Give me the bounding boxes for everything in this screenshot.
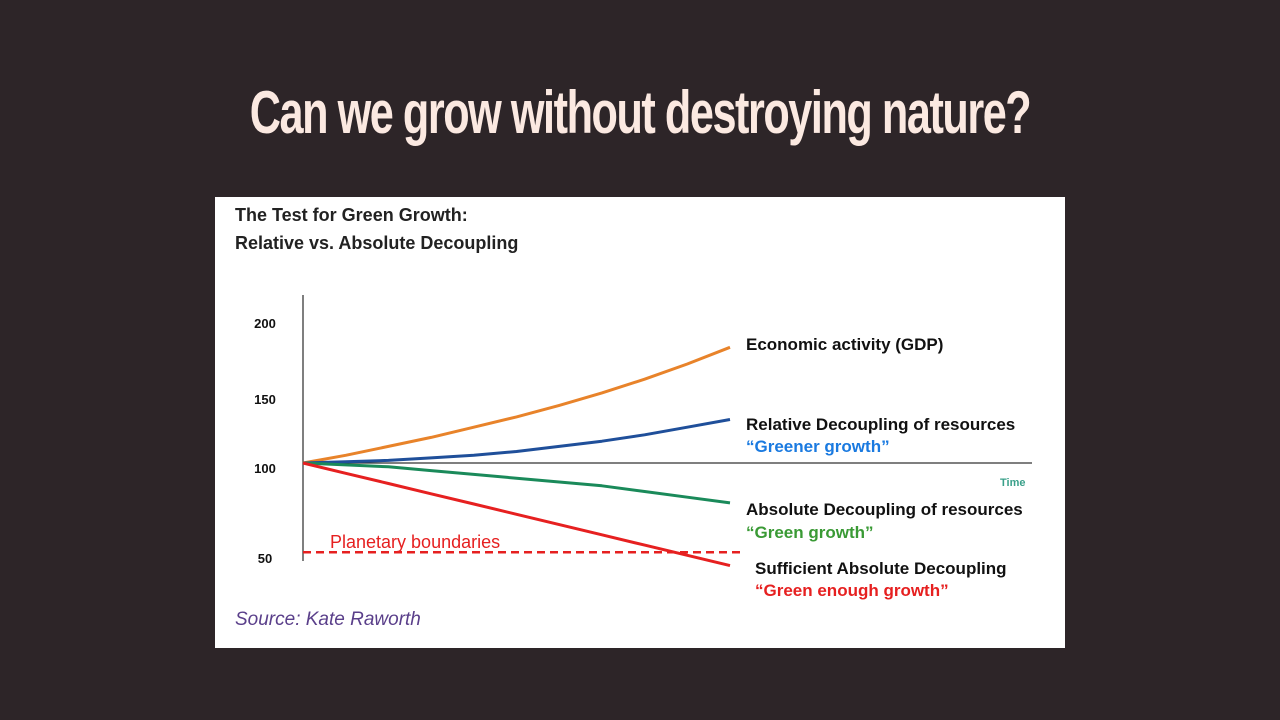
x-axis-label: Time [1000, 477, 1026, 489]
chart-title: The Test for Green Growth: [235, 205, 468, 225]
series-label-sufficient: Sufficient Absolute Decoupling [755, 559, 1007, 578]
slide-title: Can we grow without destroying nature? [249, 79, 1032, 146]
series-line-0 [302, 345, 731, 465]
y-tick-label: 50 [257, 551, 273, 566]
series-line-3 [302, 461, 731, 568]
reference-line-label: Planetary boundaries [330, 532, 501, 552]
series-line-2 [302, 461, 731, 505]
series-label-absolute: Absolute Decoupling of resources [746, 500, 1023, 519]
chart-subtitle: Relative vs. Absolute Decoupling [235, 233, 519, 253]
chart-panel: The Test for Green Growth: Relative vs. … [215, 197, 1065, 648]
series-label-relative: Relative Decoupling of resources [746, 415, 1016, 434]
y-tick-label: 100 [254, 461, 276, 476]
series-tagline-sufficient: “Green enough growth” [755, 581, 949, 600]
source-note: Source: Kate Raworth [235, 609, 421, 630]
series-tagline-relative: “Greener growth” [746, 437, 890, 456]
y-tick-label: 200 [254, 316, 276, 331]
series-label-gdp: Economic activity (GDP) [746, 335, 944, 354]
y-tick-label: 150 [254, 392, 276, 407]
series-tagline-absolute: “Green growth” [746, 523, 874, 542]
plot-area [302, 295, 1032, 568]
series-line-1 [302, 418, 731, 465]
